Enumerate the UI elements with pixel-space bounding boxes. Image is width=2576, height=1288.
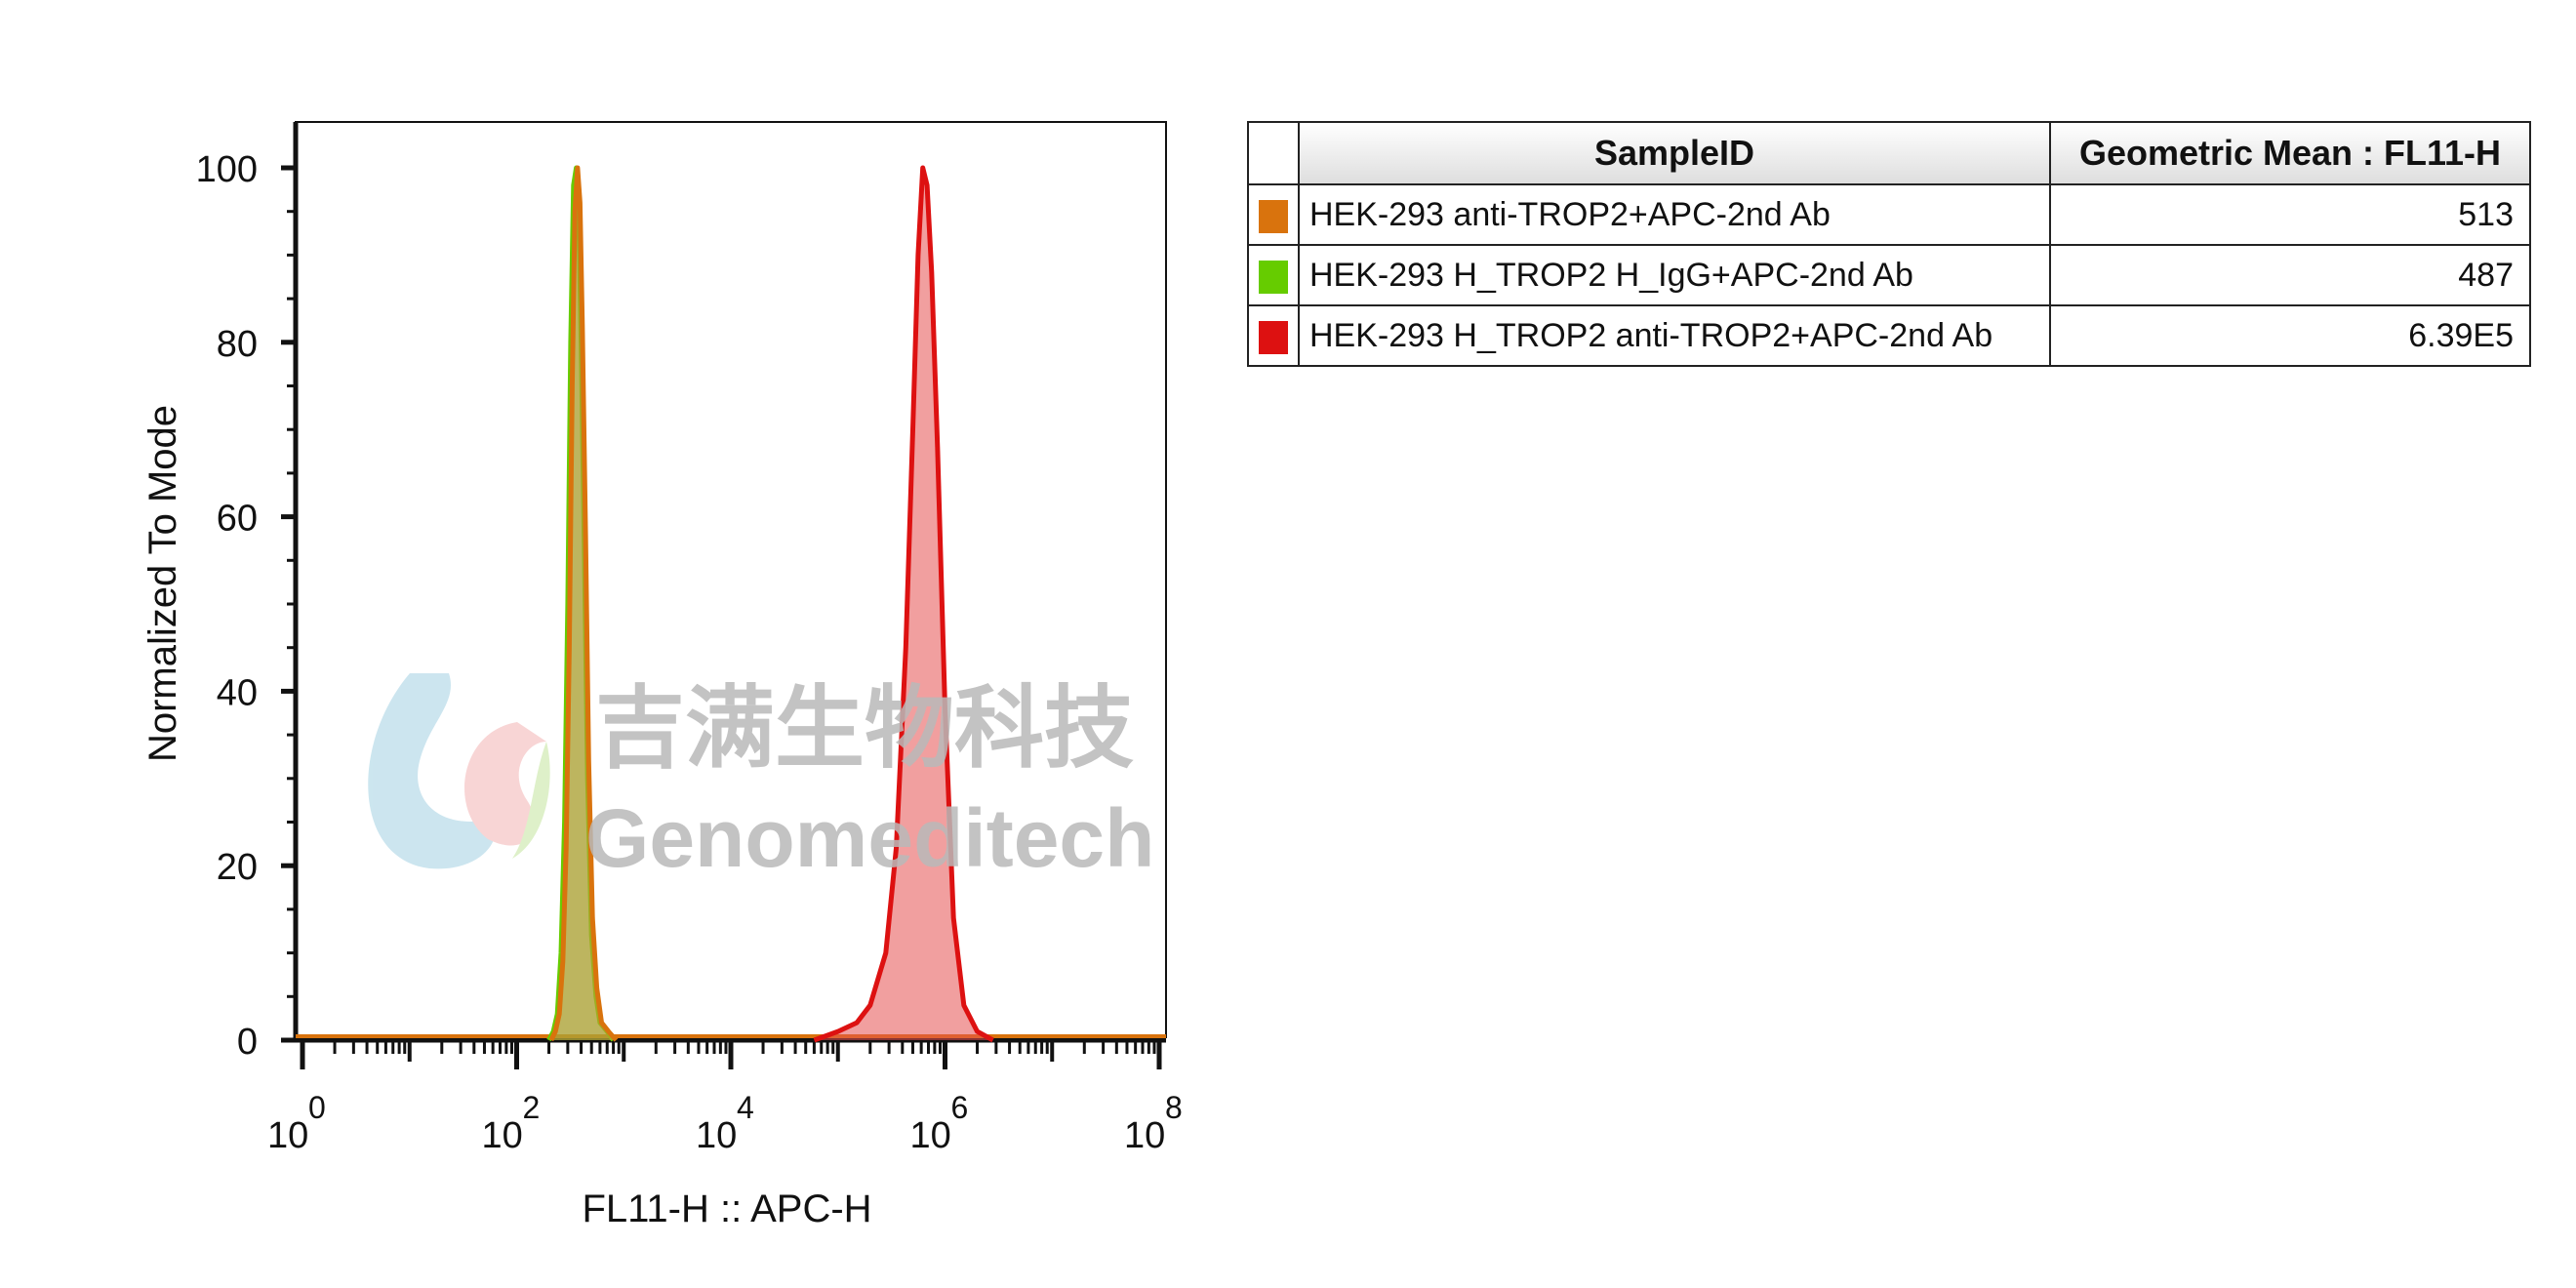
- geo-mean-cell: 513: [2049, 183, 2531, 246]
- x-tick-label: 108: [1124, 1090, 1183, 1156]
- geo-mean-cell: 487: [2049, 244, 2531, 306]
- y-tick-label: 100: [196, 149, 258, 190]
- watermark-cn: 吉满生物科技: [595, 676, 1134, 781]
- watermark-en: Genomeditech: [585, 792, 1154, 884]
- swatch-header: [1247, 121, 1300, 185]
- svg-text:10: 10: [696, 1115, 737, 1156]
- x-tick-label: 104: [696, 1090, 754, 1156]
- y-tick-label: 40: [217, 672, 258, 713]
- svg-text:8: 8: [1165, 1090, 1183, 1125]
- series-line-1: [548, 165, 619, 1042]
- x-tick-label: 102: [482, 1090, 541, 1156]
- sample-id-cell: HEK-293 H_TROP2 H_IgG+APC-2nd Ab: [1298, 244, 2051, 306]
- svg-text:10: 10: [910, 1115, 951, 1156]
- series-layer: [296, 165, 1166, 1043]
- svg-text:2: 2: [523, 1090, 541, 1125]
- x-tick-label: 106: [910, 1090, 969, 1156]
- svg-text:6: 6: [951, 1090, 969, 1125]
- svg-text:10: 10: [482, 1115, 523, 1156]
- svg-text:4: 4: [737, 1090, 754, 1125]
- sample-id-header: SampleID: [1298, 121, 2051, 185]
- swatch-cell: [1247, 304, 1300, 367]
- color-swatch: [1259, 320, 1288, 354]
- sample-id-cell: HEK-293 H_TROP2 anti-TROP2+APC-2nd Ab: [1298, 304, 2051, 367]
- table-header-row: SampleID Geometric Mean : FL11-H: [1247, 121, 2531, 185]
- table-row: HEK-293 H_TROP2 anti-TROP2+APC-2nd Ab 6.…: [1247, 304, 2531, 367]
- svg-text:10: 10: [267, 1115, 308, 1156]
- x-tick-label: 100: [267, 1090, 326, 1156]
- watermark-logo: [368, 673, 550, 869]
- series-line-2: [813, 165, 994, 1043]
- plot-area: [295, 121, 1167, 1038]
- y-tick-label: 20: [217, 847, 258, 888]
- y-tick-label: 80: [217, 324, 258, 365]
- y-axis-ticks: 0 20 40 60 80 100: [196, 149, 296, 1063]
- svg-text:10: 10: [1124, 1115, 1165, 1156]
- svg-text:0: 0: [308, 1090, 326, 1125]
- table-row: HEK-293 anti-TROP2+APC-2nd Ab 513: [1247, 183, 2531, 246]
- color-swatch: [1259, 260, 1288, 294]
- swatch-cell: [1247, 183, 1300, 246]
- sample-stats-table: SampleID Geometric Mean : FL11-H HEK-293…: [1247, 121, 2531, 367]
- table-row: HEK-293 H_TROP2 H_IgG+APC-2nd Ab 487: [1247, 244, 2531, 306]
- geo-mean-header: Geometric Mean : FL11-H: [2049, 121, 2531, 185]
- sample-id-cell: HEK-293 anti-TROP2+APC-2nd Ab: [1298, 183, 2051, 246]
- geo-mean-cell: 6.39E5: [2049, 304, 2531, 367]
- y-tick-label: 0: [237, 1022, 258, 1063]
- color-swatch: [1259, 199, 1288, 233]
- swatch-cell: [1247, 244, 1300, 306]
- y-axis-title: Normalized To Mode: [141, 405, 184, 762]
- y-tick-label: 60: [217, 499, 258, 540]
- x-axis-title: FL11-H :: APC-H: [582, 1187, 871, 1230]
